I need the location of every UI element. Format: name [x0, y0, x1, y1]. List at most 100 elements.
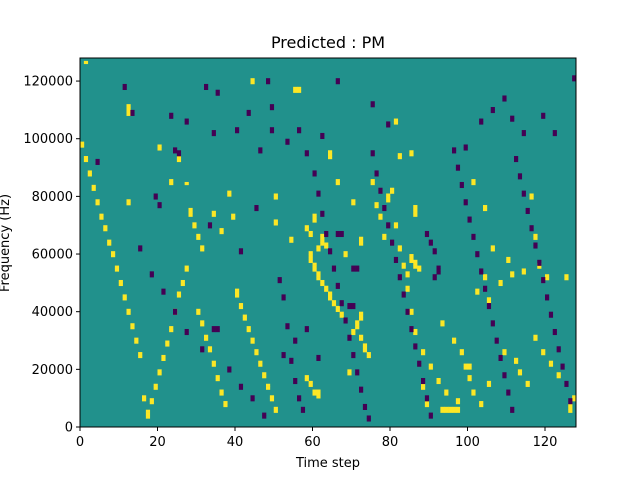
heatmap-cell-low — [122, 83, 127, 88]
heatmap-cell-high — [324, 285, 329, 289]
heatmap-cell-high — [95, 199, 100, 203]
heatmap-cell-high — [273, 193, 278, 197]
heatmap-cell-high — [269, 395, 275, 399]
heatmap-cell-low — [525, 210, 530, 214]
heatmap-cell-high — [362, 343, 368, 347]
heatmap-cell-high — [308, 256, 313, 261]
heatmap-cell-low — [432, 277, 437, 281]
heatmap-cell-low — [517, 173, 523, 177]
heatmap-cell-low — [266, 81, 271, 85]
heatmap-cell-low — [173, 308, 178, 312]
heatmap-cell-low — [572, 75, 577, 79]
heatmap-cell-high — [556, 372, 561, 376]
heatmap-cell-low — [370, 153, 375, 157]
heatmap-cell-high — [351, 199, 356, 203]
heatmap-cell-high — [200, 245, 205, 249]
heatmap-cell-low — [397, 277, 402, 281]
heatmap-cell-high — [316, 245, 321, 249]
heatmap-cell-low — [169, 112, 174, 116]
heatmap-cell-high — [359, 311, 364, 315]
heatmap-cell-low — [556, 349, 561, 353]
heatmap-cell-high — [320, 239, 325, 243]
heatmap-cell-high — [235, 288, 240, 292]
heatmap-cell-high — [134, 337, 139, 341]
heatmap-cell-low — [324, 233, 329, 238]
heatmap-cell-high — [421, 349, 426, 353]
heatmap-cell-high — [335, 181, 340, 186]
heatmap-cell-low — [521, 130, 526, 134]
heatmap-cell-low — [122, 86, 127, 91]
heatmap-cell-high — [328, 291, 333, 295]
heatmap-cell-high — [370, 181, 375, 186]
heatmap-cell-low — [471, 236, 476, 240]
heatmap-cell-low — [211, 326, 216, 330]
heatmap-cell-low — [343, 320, 348, 324]
heatmap-cell-high — [428, 366, 433, 370]
heatmap-cell-high — [91, 187, 96, 191]
heatmap-cell-low — [483, 288, 488, 292]
heatmap-cell-low — [173, 147, 178, 151]
heatmap-cell-high — [308, 259, 313, 263]
heatmap-cell-high — [525, 383, 530, 387]
heatmap-cell-high — [242, 314, 247, 318]
heatmap-cell-high — [366, 352, 371, 356]
heatmap-cell-high — [126, 104, 131, 108]
heatmap-cell-low — [390, 239, 395, 243]
heatmap-cell-low — [564, 383, 569, 387]
heatmap-cell-high — [428, 363, 433, 367]
heatmap-cell-high — [180, 282, 185, 287]
heatmap-cell-high — [401, 265, 406, 269]
heatmap-cell-high — [386, 199, 391, 203]
heatmap-cell-high — [359, 236, 364, 240]
heatmap-cell-low — [459, 181, 464, 186]
heatmap-cell-high — [80, 144, 85, 148]
heatmap-cell-high — [273, 409, 278, 413]
heatmap-cell-high — [304, 377, 309, 382]
y-tick-label: 100000 — [23, 132, 73, 147]
heatmap-cell-high — [242, 317, 247, 321]
heatmap-cell-low — [184, 121, 189, 125]
heatmap-cell-low — [366, 418, 371, 422]
heatmap-cell-low — [161, 291, 166, 295]
heatmap-cell-high — [335, 305, 340, 310]
heatmap-cell-low — [285, 141, 290, 145]
heatmap-cell-high — [572, 398, 577, 402]
heatmap-cell-low — [235, 130, 240, 134]
heatmap-cell-high — [153, 383, 158, 387]
heatmap-cell-low — [254, 207, 259, 212]
heatmap-cell-low — [293, 380, 298, 385]
heatmap-cell-high — [316, 389, 321, 393]
heatmap-cell-high — [161, 354, 166, 359]
heatmap-cell-low — [339, 233, 344, 238]
heatmap-cell-low — [211, 130, 216, 134]
heatmap-cell-high — [273, 406, 278, 410]
heatmap-cell-low — [401, 294, 406, 298]
heatmap-cell-low — [207, 222, 213, 226]
heatmap-cell-low — [455, 167, 461, 171]
heatmap-cell-high — [312, 262, 317, 266]
y-tick-label: 120000 — [23, 75, 73, 90]
heatmap-cell-low — [521, 190, 526, 194]
heatmap-cell-high — [393, 118, 399, 122]
heatmap-cell-high — [413, 213, 418, 217]
heatmap-cell-low — [533, 245, 538, 249]
heatmap-cell-low — [390, 242, 395, 246]
heatmap-cell-low — [238, 383, 244, 387]
heatmap-cell-high — [188, 213, 193, 217]
heatmap-cell-high — [455, 398, 461, 402]
heatmap-cell-high — [184, 265, 189, 269]
heatmap-cell-low — [355, 369, 360, 373]
heatmap-cell-high — [541, 349, 546, 353]
heatmap-cell-low — [510, 115, 515, 119]
heatmap-cell-low — [312, 170, 317, 174]
heatmap-cell-high — [238, 305, 244, 310]
heatmap-cell-high — [304, 375, 309, 379]
heatmap-cell-high — [413, 210, 418, 214]
heatmap-cell-high — [289, 236, 294, 240]
heatmap-cell-high — [273, 222, 278, 226]
heatmap-cell-high — [545, 277, 550, 281]
heatmap-cell-low — [138, 248, 143, 252]
heatmap-cell-high — [328, 297, 333, 301]
heatmap-cell-high — [351, 331, 356, 336]
heatmap-cell-high — [568, 409, 573, 413]
